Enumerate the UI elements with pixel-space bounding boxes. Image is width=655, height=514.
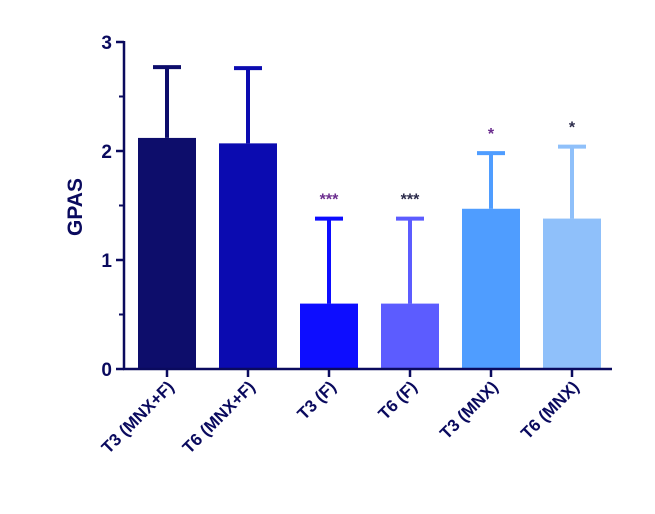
x-tick-label: T6 (F) <box>375 377 421 423</box>
significance-marker: *** <box>320 192 339 209</box>
y-tick-label: 2 <box>101 142 112 163</box>
y-axis-label: GPAS <box>64 178 87 236</box>
axes-layer <box>116 40 612 377</box>
y-tick-label: 0 <box>101 360 112 381</box>
y-tick-label: 1 <box>101 251 112 272</box>
x-tick-label: T6 (MNX+F) <box>179 377 259 457</box>
bar <box>543 218 601 369</box>
bar <box>300 303 358 369</box>
significance-marker: *** <box>401 192 420 209</box>
bar <box>219 143 277 369</box>
bars-layer <box>138 65 601 369</box>
significance-marker: * <box>569 120 576 137</box>
x-tick-label: T3 (MNX) <box>436 377 502 443</box>
bar <box>381 303 439 369</box>
x-tick-label: T6 (MNX) <box>517 377 583 443</box>
bar <box>138 137 196 369</box>
bar <box>462 208 520 369</box>
significance-marker: * <box>488 126 495 143</box>
x-tick-label: T3 (MNX+F) <box>98 377 178 457</box>
x-tick-label: T3 (F) <box>294 377 340 423</box>
y-tick-label: 3 <box>101 33 112 54</box>
